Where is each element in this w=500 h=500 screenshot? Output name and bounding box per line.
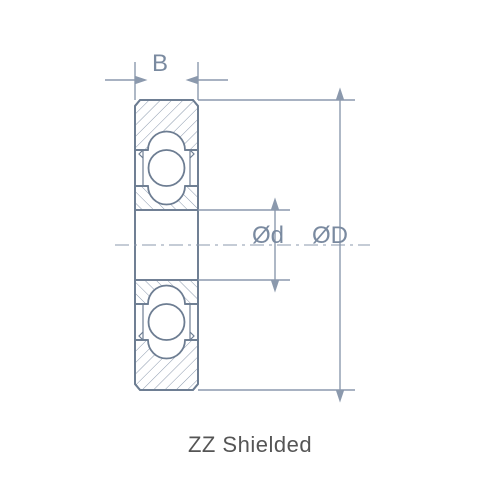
label-d: Ød — [252, 222, 284, 250]
diagram-canvas: B Ød ØD ZZ Shielded — [0, 0, 500, 500]
bearing-drawing — [0, 0, 500, 500]
label-D: ØD — [312, 222, 348, 250]
label-B: B — [152, 50, 168, 78]
caption: ZZ Shielded — [0, 432, 500, 458]
